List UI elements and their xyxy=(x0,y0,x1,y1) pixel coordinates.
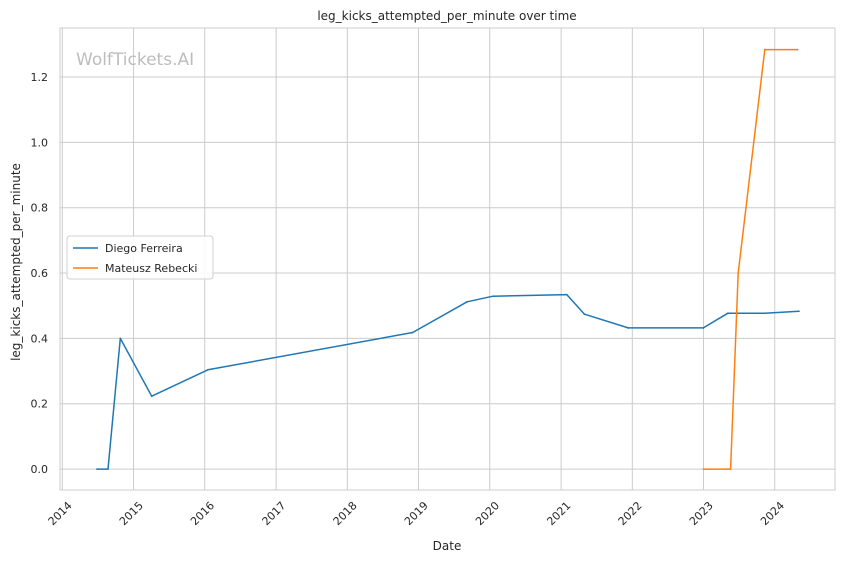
data-point-mateusz-rebecki xyxy=(729,468,732,470)
grid xyxy=(60,28,835,490)
legend-label-mateusz-rebecki: Mateusz Rebecki xyxy=(105,262,197,275)
data-point-mateusz-rebecki xyxy=(702,468,705,470)
y-tick-label: 0.0 xyxy=(31,463,49,476)
y-tick-label: 1.2 xyxy=(31,71,49,84)
x-tick-label: 2017 xyxy=(259,499,288,528)
legend-box xyxy=(66,235,214,280)
x-tick-label: 2022 xyxy=(616,499,645,528)
y-tick-label: 0.8 xyxy=(31,202,49,215)
legend: Diego Ferreira Mateusz Rebecki xyxy=(66,235,214,280)
data-point-diego-ferreira xyxy=(763,312,766,315)
data-point-diego-ferreira xyxy=(702,327,705,329)
x-tick-label: 2019 xyxy=(402,499,431,528)
y-tick-label: 1.0 xyxy=(31,136,49,149)
data-point-diego-ferreira xyxy=(565,293,568,296)
chart-title: leg_kicks_attempted_per_minute over time xyxy=(317,9,576,23)
data-point-mateusz-rebecki xyxy=(737,272,740,274)
data-point-diego-ferreira xyxy=(119,337,122,340)
x-tick-label: 2023 xyxy=(687,499,716,528)
x-tick-label: 2021 xyxy=(544,499,573,528)
x-tick-label: 2020 xyxy=(473,499,502,528)
y-tick-label: 0.2 xyxy=(31,398,49,411)
watermark: WolfTickets.AI xyxy=(76,50,194,70)
data-point-diego-ferreira xyxy=(798,310,800,313)
x-tick-label: 2024 xyxy=(758,499,787,528)
data-point-diego-ferreira xyxy=(727,312,729,315)
x-tick-label: 2018 xyxy=(331,499,360,528)
data-point-diego-ferreira xyxy=(150,395,153,398)
x-tick-label: 2014 xyxy=(46,499,75,528)
legend-label-diego-ferreira: Diego Ferreira xyxy=(105,242,183,255)
data-point-diego-ferreira xyxy=(583,313,586,316)
data-point-diego-ferreira xyxy=(107,468,109,470)
data-point-mateusz-rebecki xyxy=(796,48,799,51)
x-tick-label: 2015 xyxy=(117,499,146,528)
data-point-mateusz-rebecki xyxy=(763,48,766,51)
data-point-diego-ferreira xyxy=(206,368,209,371)
x-axis-label: Date xyxy=(433,539,462,553)
data-point-diego-ferreira xyxy=(627,327,630,329)
data-point-diego-ferreira xyxy=(96,468,98,470)
data-point-diego-ferreira xyxy=(466,300,469,303)
x-tick-label: 2016 xyxy=(188,499,217,528)
data-point-diego-ferreira xyxy=(492,295,494,298)
series-layer xyxy=(96,48,800,470)
data-point-diego-ferreira xyxy=(411,331,414,334)
y-tick-label: 0.4 xyxy=(31,332,49,345)
y-axis-label: leg_kicks_attempted_per_minute xyxy=(9,163,23,361)
y-tick-label: 0.6 xyxy=(31,267,49,280)
